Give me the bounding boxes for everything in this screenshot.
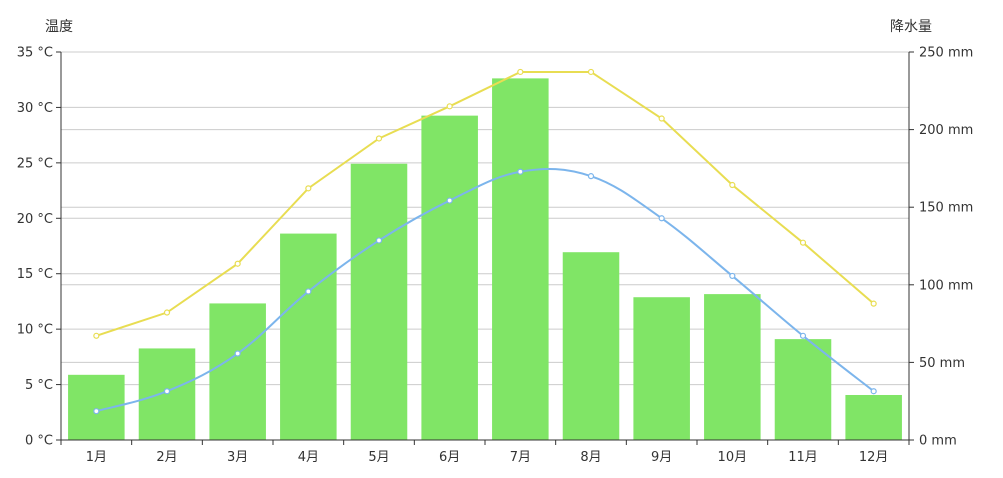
precipitation-bar-4 (280, 233, 337, 440)
precipitation-bar-7 (492, 78, 549, 440)
y-right-tick-label: 50 mm (919, 356, 965, 371)
temperature-point-1-9 (658, 115, 665, 122)
temperature-point-2-7 (517, 168, 524, 175)
temperature-point-1-5 (375, 135, 383, 142)
temperature-point-2-10 (729, 272, 736, 280)
x-tick-label-2: 2月 (156, 450, 177, 465)
precipitation-bar-6 (421, 115, 478, 440)
x-tick-label-3: 3月 (227, 450, 248, 465)
precipitation-bar-12 (845, 394, 902, 440)
x-tick-label-1: 1月 (86, 450, 107, 465)
y-left-tick-label: 30 °C (17, 101, 53, 116)
precipitation-bar-8 (562, 252, 620, 440)
temperature-point-1-4 (305, 185, 312, 192)
temperature-point-1-11 (799, 239, 807, 246)
temperature-point-1-6 (446, 103, 453, 110)
temperature-point-2-5 (375, 237, 383, 244)
x-tick-label-9: 9月 (651, 450, 672, 465)
x-tick-label-8: 8月 (580, 450, 601, 465)
temperature-point-1-8 (587, 68, 595, 76)
temperature-point-2-2 (163, 388, 171, 395)
y-right-tick-label: 150 mm (919, 201, 973, 216)
x-tick-label-4: 4月 (298, 450, 319, 465)
y-axis-left-title: 温度 (45, 19, 73, 35)
temperature-point-1-3 (234, 260, 241, 267)
x-tick-label-10: 10月 (718, 450, 748, 465)
y-left-tick-label: 5 °C (25, 378, 53, 393)
temperature-point-2-3 (234, 350, 241, 357)
temperature-point-1-1 (93, 332, 100, 339)
y-left-tick-label: 25 °C (17, 156, 53, 171)
temperature-point-2-11 (799, 332, 807, 339)
y-right-tick-label: 200 mm (919, 123, 973, 138)
precipitation-bar-3 (209, 303, 266, 440)
temperature-line-1 (96, 70, 875, 337)
x-tick-label-6: 6月 (439, 450, 460, 465)
y-right-tick-label: 0 mm (919, 434, 957, 449)
temperature-point-2-4 (305, 288, 312, 295)
precipitation-bar-1 (68, 374, 125, 440)
temperature-point-1-12 (870, 300, 877, 307)
x-tick-label-7: 7月 (510, 450, 531, 465)
temperature-lines (93, 68, 877, 415)
temperature-point-1-2 (163, 309, 171, 316)
y-right-tick-label: 100 mm (919, 278, 973, 293)
temperature-point-2-8 (587, 173, 595, 180)
precipitation-bar-10 (704, 294, 761, 440)
axes: 0 °C 5 °C 10 °C 15 °C 20 °C 25 °C 30 °C 35 °C 0 … (17, 46, 974, 466)
temperature-point-2-12 (870, 388, 877, 395)
y-left-tick-label: 15 °C (17, 267, 53, 282)
precipitation-bar-9 (633, 297, 690, 440)
temperature-point-2-9 (658, 215, 665, 222)
x-tick-label-5: 5月 (368, 450, 389, 465)
y-right-tick-label: 250 mm (919, 46, 973, 61)
y-left-tick-label: 0 °C (25, 434, 53, 449)
precipitation-bar-5 (350, 163, 408, 440)
temperature-point-2-6 (446, 197, 453, 204)
temperature-point-1-10 (729, 181, 736, 189)
precipitation-bars (68, 78, 902, 440)
y-left-tick-label: 35 °C (17, 46, 53, 61)
y-axis-right-title: 降水量 (890, 19, 932, 35)
temperature-point-2-1 (93, 408, 100, 415)
precipitation-bar-11 (774, 339, 832, 440)
temperature-point-1-7 (517, 68, 524, 76)
y-left-tick-label: 10 °C (17, 323, 53, 338)
x-tick-label-11: 11月 (788, 450, 818, 465)
y-left-tick-label: 20 °C (17, 212, 53, 227)
grid-lines (61, 51, 909, 441)
x-tick-label-12: 12月 (859, 450, 889, 465)
